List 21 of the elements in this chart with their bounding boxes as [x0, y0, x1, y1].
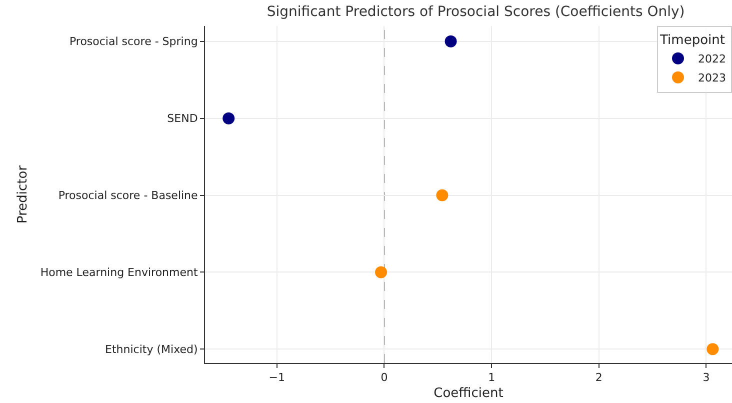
- x-tick-label: −1: [268, 371, 286, 384]
- point: [222, 112, 235, 124]
- y-tick-label: Home Learning Environment: [40, 266, 198, 280]
- legend-label: 2023: [698, 72, 726, 85]
- x-axis-title: Coefficient: [434, 386, 504, 401]
- point: [706, 343, 719, 356]
- x-tick-label: 0: [380, 371, 388, 384]
- x-tick-label: 3: [702, 371, 710, 384]
- y-tick-label: Prosocial score - Baseline: [58, 189, 198, 202]
- legend-label: 2022: [698, 52, 726, 66]
- x-tick-label: 2: [595, 371, 602, 384]
- point: [375, 266, 388, 278]
- point: [444, 35, 457, 48]
- y-tick-label: Prosocial score - Spring: [69, 35, 198, 48]
- chart-title: Significant Predictors of Prosocial Scores (Coefficients Only): [266, 4, 685, 20]
- y-tick-label: SEND: [167, 112, 198, 126]
- y-axis-title: Predictor: [15, 164, 30, 224]
- point: [436, 189, 448, 202]
- y-tick-label: Ethnicity (Mixed): [105, 343, 198, 356]
- legend-title: Timepoint: [659, 32, 725, 48]
- x-tick-label: 1: [488, 371, 496, 384]
